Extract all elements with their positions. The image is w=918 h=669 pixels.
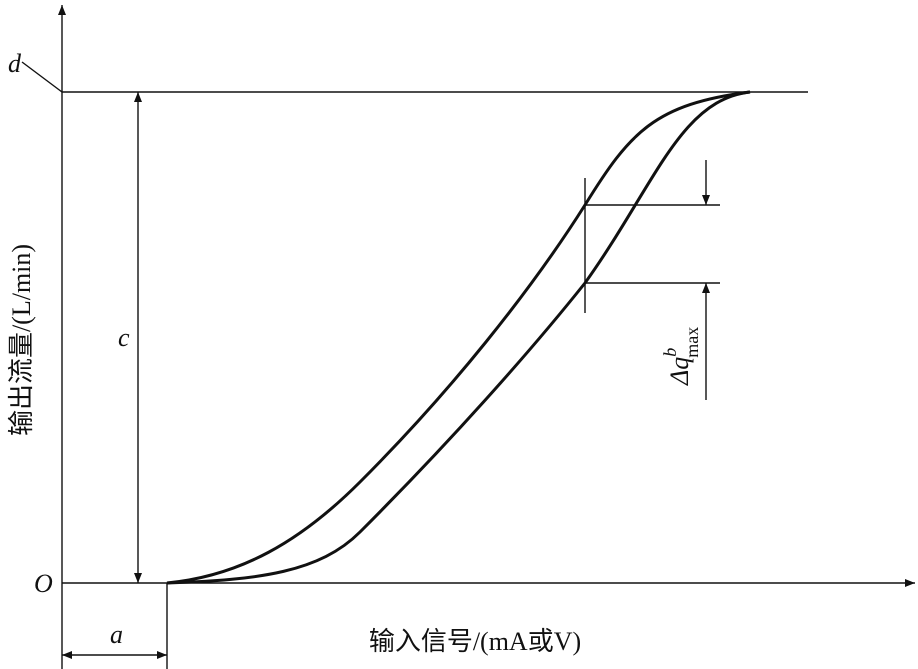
delta-q: Δq [665,357,694,386]
delta-q-label: Δqb max [660,327,702,386]
x-axis-label: 输入信号/(mA或V) [369,627,581,656]
delta-q-sup: b [660,348,680,357]
lower-curve [166,90,751,585]
leader-line [21,61,63,93]
d-label: d [8,49,22,78]
origin-label: O [34,569,53,598]
a-label: a [110,620,123,649]
upper-curve [166,90,751,585]
c-label: c [118,323,130,352]
delta-q-sub: max [682,327,702,358]
y-axis-label: 输出流量/(L/min) [7,244,36,436]
